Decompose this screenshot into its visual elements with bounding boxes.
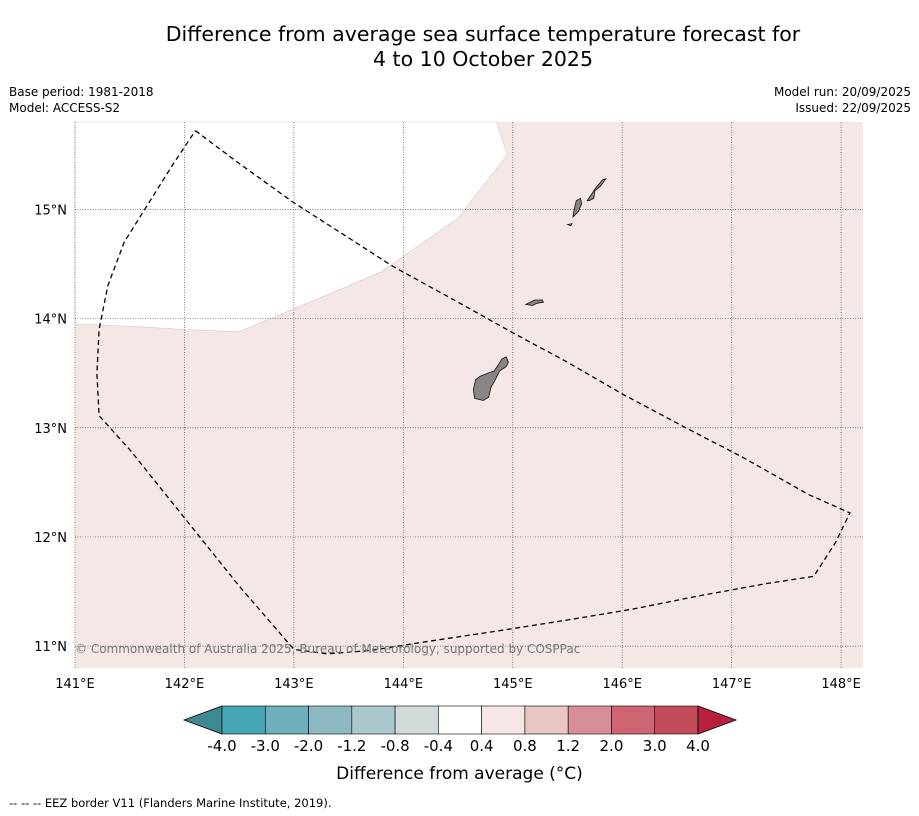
colorbar-segment [481, 705, 526, 735]
colorbar-segment [351, 705, 396, 735]
lon-tick-label: 141°E [55, 677, 95, 692]
colorbar-tick-label: 0.8 [512, 737, 537, 755]
colorbar-tick-label: 3.0 [642, 737, 667, 755]
colorbar-segment [394, 705, 439, 735]
colorbar-tick-label: 4.0 [686, 737, 710, 755]
base-period-text: Base period: 1981-2018 [9, 85, 154, 99]
colorbar-title: Difference from average (°C) [336, 764, 583, 784]
map-neutral-region [74, 121, 508, 333]
colorbar-tick-label: -0.8 [380, 737, 410, 755]
lat-tick-label: 15°N [34, 203, 67, 218]
colorbar-segment [438, 705, 482, 735]
island-saipan [586, 178, 607, 201]
eez-border-line [96, 130, 851, 655]
lon-tick-label: 146°E [602, 677, 642, 692]
meta-right: Model run: 20/09/2025 Issued: 22/09/2025 [774, 84, 911, 116]
colorbar-tick-label: -0.4 [423, 737, 453, 755]
lon-tick-label: 144°E [384, 677, 424, 692]
lon-tick-label: 147°E [712, 677, 752, 692]
colorbar-tick-label: -2.0 [293, 737, 324, 755]
lon-tick-label: 143°E [274, 677, 314, 692]
latitude-tick-labels: 11°N 12°N 13°N 14°N 15°N [34, 203, 67, 655]
colorbar-tick-label: 1.2 [556, 737, 581, 755]
colorbar-segment [308, 705, 353, 735]
colorbar-segment [654, 705, 699, 735]
footer-legend: -- -- -- EEZ border V11 (Flanders Marine… [9, 796, 332, 810]
colorbar-tick-label: 2.0 [599, 737, 624, 755]
colorbar-tick-label: 0.4 [469, 737, 494, 755]
island-aguijan [566, 223, 573, 227]
colorbar-tick-label: -1.2 [337, 737, 367, 755]
lat-tick-label: 14°N [34, 313, 67, 328]
lat-tick-label: 13°N [34, 422, 67, 437]
model-text: Model: ACCESS-S2 [9, 101, 121, 115]
lat-tick-label: 12°N [34, 531, 67, 546]
meta-left: Base period: 1981-2018 Model: ACCESS-S2 [9, 84, 154, 116]
title-line-2: 4 to 10 October 2025 [373, 47, 593, 71]
eez-legend-symbol: -- -- -- [9, 796, 42, 810]
lon-tick-label: 148°E [821, 677, 861, 692]
colorbar-segment [611, 705, 656, 735]
model-run-text: Model run: 20/09/2025 [773, 85, 911, 99]
eez-legend-text: EEZ border V11 (Flanders Marine Institut… [44, 796, 332, 810]
title-line-1: Difference from average sea surface temp… [165, 22, 801, 46]
colorbar-segment [524, 705, 569, 735]
lon-tick-label: 142°E [165, 677, 205, 692]
colorbar-segment [567, 705, 612, 735]
longitude-tick-labels: 141°E 142°E 143°E 144°E 145°E 146°E 147°E 148°E [55, 677, 861, 692]
colorbar-segment [221, 705, 266, 735]
chart-title: Difference from average sea surface temp… [0, 22, 919, 72]
map-gridlines [74, 122, 863, 668]
colorbar-over-triangle [697, 705, 738, 735]
issued-text: Issued: 22/09/2025 [795, 101, 911, 115]
colorbar-under-triangle [182, 705, 223, 735]
copyright-text: © Commonwealth of Australia 2025, Bureau… [75, 642, 580, 656]
island-rota [524, 299, 544, 306]
colorbar [182, 705, 738, 735]
island-guam [472, 356, 509, 401]
island-tinian [572, 197, 583, 219]
colorbar-tick-label: -4.0 [207, 737, 237, 755]
lon-tick-label: 145°E [493, 677, 533, 692]
colorbar-segment [264, 705, 309, 735]
colorbar-tick-label: -3.0 [250, 737, 280, 755]
land-masses [472, 178, 607, 401]
lat-tick-label: 11°N [34, 640, 67, 655]
